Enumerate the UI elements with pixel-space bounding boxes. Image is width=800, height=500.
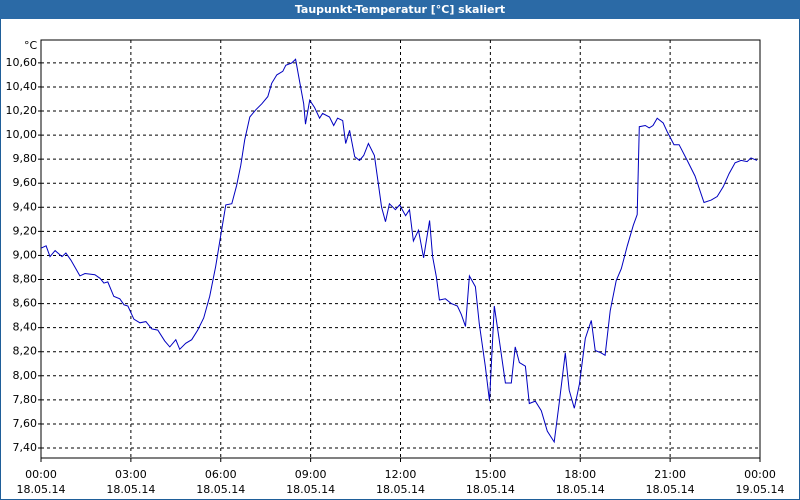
x-tick-date: 18.05.14 <box>556 483 605 496</box>
y-tick-label: 9,00 <box>13 248 38 261</box>
y-tick-label: 10,60 <box>6 56 38 69</box>
x-tick-date: 18.05.14 <box>106 483 155 496</box>
y-tick-label: 7,40 <box>13 441 38 454</box>
y-tick-label: 7,60 <box>13 417 38 430</box>
plot-border <box>40 39 761 459</box>
title-bar <box>0 0 800 19</box>
x-tick-label: 18:00 <box>564 468 596 481</box>
x-tick-date: 18.05.14 <box>466 483 515 496</box>
y-tick-label: 8,60 <box>13 297 38 310</box>
x-tick-label: 12:00 <box>385 468 417 481</box>
x-tick-date: 18.05.14 <box>17 483 66 496</box>
x-tick-label: 06:00 <box>205 468 237 481</box>
data-line <box>40 58 758 444</box>
y-tick-label: 10,00 <box>6 128 38 141</box>
y-tick-label: 8,80 <box>13 273 38 286</box>
y-tick-label: 9,40 <box>13 200 38 213</box>
x-tick-label: 09:00 <box>295 468 327 481</box>
y-tick-label: 9,20 <box>13 224 38 237</box>
y-axis-label: °C <box>24 39 38 52</box>
chart-title: Taupunkt-Temperatur [°C] skaliert <box>295 3 505 16</box>
y-tick-label: 8,00 <box>13 369 38 382</box>
y-tick-label: 9,60 <box>13 176 38 189</box>
y-tick-label: 10,40 <box>6 80 38 93</box>
x-tick-date: 18.05.14 <box>376 483 425 496</box>
y-tick-label: 10,20 <box>6 104 38 117</box>
y-tick-label: 8,40 <box>13 321 38 334</box>
y-tick-label: 9,80 <box>13 152 38 165</box>
x-tick-date: 18.05.14 <box>286 483 335 496</box>
x-tick-date: 18.05.14 <box>646 483 695 496</box>
x-tick-label: 15:00 <box>475 468 507 481</box>
x-tick-label: 21:00 <box>654 468 686 481</box>
x-tick-label: 00:00 <box>25 468 57 481</box>
x-tick-label: 00:00 <box>744 468 776 481</box>
x-tick-label: 03:00 <box>115 468 147 481</box>
y-tick-label: 8,20 <box>13 345 38 358</box>
x-tick-date: 19.05.14 <box>736 483 785 496</box>
x-tick-date: 18.05.14 <box>196 483 245 496</box>
y-tick-label: 7,80 <box>13 393 38 406</box>
